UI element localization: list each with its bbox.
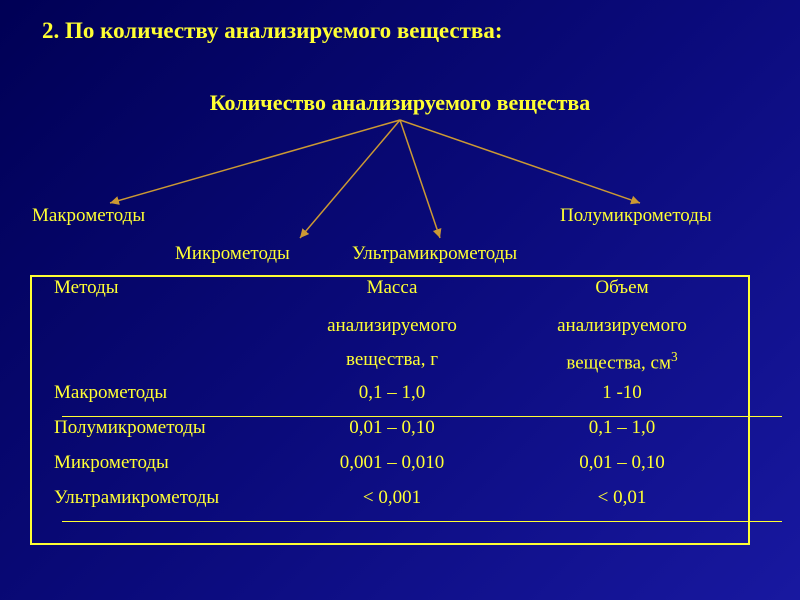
cell-vol: < 0,01 — [512, 487, 732, 509]
cell-vol: 0,1 – 1,0 — [512, 417, 732, 439]
page-title: 2. По количеству анализируемого вещества… — [42, 18, 503, 44]
cell-mass: 0,1 – 1,0 — [292, 382, 492, 404]
branch-arrows — [0, 118, 800, 248]
subtitle: Количество анализируемого вещества — [210, 90, 591, 116]
cell-mass: 0,01 – 0,10 — [292, 417, 492, 439]
cell-vol: 0,01 – 0,10 — [512, 452, 732, 474]
header-vol-l2: анализируемого — [512, 315, 732, 337]
branch-label-makro: Макрометоды — [32, 205, 145, 227]
header-methods: Методы — [54, 277, 119, 299]
header-mass-l1: Масса — [292, 277, 492, 299]
header-vol-l3: вещества, см3 — [512, 349, 732, 374]
cell-mass: < 0,001 — [292, 487, 492, 509]
cell-mass: 0,001 – 0,010 — [292, 452, 492, 474]
header-mass-l3: вещества, г — [292, 349, 492, 371]
table-divider — [62, 416, 782, 417]
header-mass-l2: анализируемого — [292, 315, 492, 337]
branch-label-mikro: Микрометоды — [175, 243, 290, 265]
header-vol-l1: Объем — [512, 277, 732, 299]
methods-table: Методы Масса Объем анализируемого анализ… — [30, 275, 750, 545]
branch-label-polumikro: Полумикрометоды — [560, 205, 712, 227]
branch-label-ultramikro: Ультрамикрометоды — [352, 243, 517, 265]
cell-name: Микрометоды — [54, 452, 169, 474]
cell-name: Ультрамикрометоды — [54, 487, 219, 509]
cell-vol: 1 -10 — [512, 382, 732, 404]
table-divider — [62, 521, 782, 522]
cell-name: Макрометоды — [54, 382, 167, 404]
cell-name: Полумикрометоды — [54, 417, 206, 439]
